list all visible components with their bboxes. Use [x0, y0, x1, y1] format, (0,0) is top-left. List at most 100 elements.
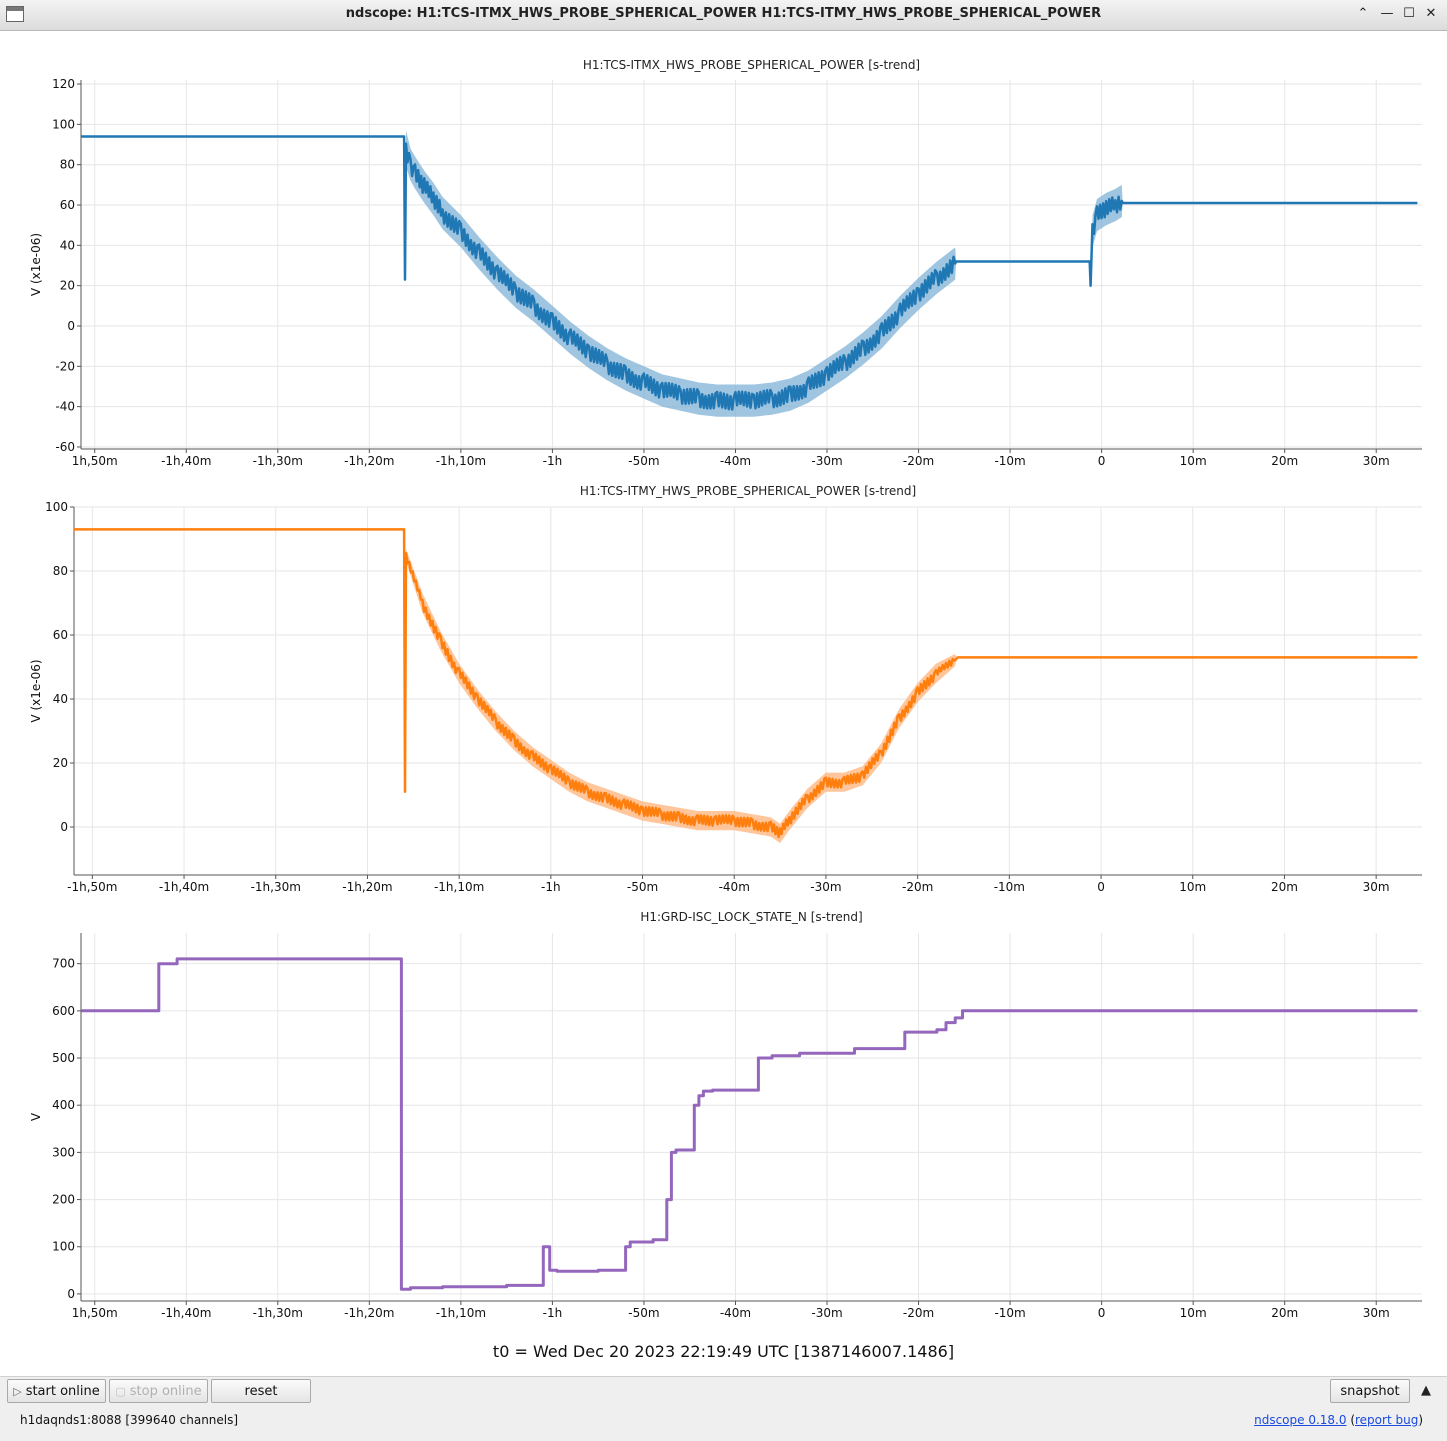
- stop-icon: ▢: [115, 1385, 126, 1398]
- guardian-xtick-label: -40m: [720, 1306, 751, 1320]
- guardian-ytick-label: 100: [52, 1240, 75, 1254]
- itmx-xtick-label: -20m: [903, 454, 934, 468]
- itmy-y-axis-label: V (x1e-06): [29, 659, 43, 722]
- plots-canvas[interactable]: 1h,50m -1h,40m -1h,30m -1h,20m -1h,10m -1h -50…: [6, 31, 1440, 1341]
- itmx-ytick-label: 60: [60, 198, 75, 212]
- snapshot-button[interactable]: snapshot: [1330, 1379, 1410, 1403]
- itmx-minmax-band: [81, 130, 1418, 417]
- window-title: ndscope: H1:TCS-ITMX_HWS_PROBE_SPHERICAL…: [345, 6, 1102, 21]
- snapshot-label: snapshot: [1340, 1384, 1400, 1399]
- itmx-xtick-label: -50m: [628, 454, 659, 468]
- minimize-icon[interactable]: —: [1380, 6, 1394, 21]
- paren-open: (: [1346, 1413, 1355, 1427]
- itmy-ytick-label: 20: [53, 756, 68, 770]
- reset-button[interactable]: reset: [211, 1379, 311, 1403]
- itmx-ytick-label: 100: [52, 117, 75, 131]
- stop-online-label: stop online: [129, 1384, 202, 1399]
- guardian-plot: 1h,50m -1h,40m -1h,30m -1h,20m -1h,10m -1h -50…: [29, 910, 1422, 1320]
- itmx-ytick-label: -40: [55, 400, 75, 414]
- toolbar: ▷ start online ▢ stop online reset snapsho…: [0, 1376, 1447, 1441]
- stop-online-button: ▢ stop online: [109, 1379, 208, 1403]
- guardian-ytick-label: 400: [52, 1098, 75, 1112]
- itmx-xtick-label: -1h,30m: [253, 454, 303, 468]
- shade-icon[interactable]: ⌃: [1357, 6, 1369, 21]
- itmy-xtick-label: -1h,50m: [67, 880, 117, 894]
- itmy-xtick-label: -50m: [627, 880, 658, 894]
- guardian-xtick-label: -30m: [811, 1306, 842, 1320]
- itmx-xtick-label: 20m: [1271, 454, 1298, 468]
- guardian-series-line: [81, 957, 1418, 1291]
- itmx-ytick-label: 40: [60, 238, 75, 252]
- play-icon: ▷: [13, 1385, 22, 1398]
- app-window-icon: [6, 6, 24, 22]
- guardian-xtick-label: 0: [1098, 1306, 1106, 1320]
- plot-area: 1h,50m -1h,40m -1h,30m -1h,20m -1h,10m -1h -50…: [6, 31, 1440, 1374]
- itmx-xtick-label: -1h,10m: [436, 454, 486, 468]
- itmx-xtick-label: -1h,40m: [161, 454, 211, 468]
- itmy-ytick-label: 100: [45, 500, 68, 514]
- itmy-xtick-label: -1h,20m: [342, 880, 392, 894]
- itmy-xtick-label: -1h,40m: [159, 880, 209, 894]
- itmx-xtick-label: -1h,20m: [344, 454, 394, 468]
- itmy-ytick-label: 0: [60, 820, 68, 834]
- itmx-ytick-label: 120: [52, 77, 75, 91]
- itmy-xtick-label: -20m: [902, 880, 933, 894]
- itmy-xtick-label: 20m: [1271, 880, 1298, 894]
- version-link[interactable]: ndscope 0.18.0: [1254, 1413, 1347, 1427]
- start-online-label: start online: [25, 1384, 100, 1399]
- guardian-y-axis-label: V: [29, 1112, 43, 1121]
- itmy-xtick-label: -1h,10m: [434, 880, 484, 894]
- itmx-xtick-label: 30m: [1363, 454, 1390, 468]
- itmy-xtick-label: -40m: [719, 880, 750, 894]
- itmy-plot: -1h,50m -1h,40m -1h,30m -1h,20m -1h,10m -1h -5…: [29, 484, 1422, 894]
- itmy-ytick-label: 40: [53, 692, 68, 706]
- start-online-button[interactable]: ▷ start online: [7, 1379, 106, 1403]
- guardian-xtick-label: 20m: [1271, 1306, 1298, 1320]
- version-info: ndscope 0.18.0 (report bug): [1254, 1413, 1423, 1427]
- itmx-ytick-label: -20: [55, 359, 75, 373]
- guardian-xtick-label: 30m: [1363, 1306, 1390, 1320]
- guardian-xtick-label: -50m: [628, 1306, 659, 1320]
- guardian-xtick-label: 10m: [1180, 1306, 1207, 1320]
- guardian-xtick-label: -1h,30m: [253, 1306, 303, 1320]
- itmx-ytick-label: 0: [67, 319, 75, 333]
- itmx-y-axis-label: V (x1e-06): [29, 233, 43, 296]
- guardian-ytick-label: 600: [52, 1004, 75, 1018]
- itmx-ytick-label: 80: [60, 158, 75, 172]
- report-bug-link[interactable]: report bug: [1355, 1413, 1419, 1427]
- guardian-ytick-label: 0: [67, 1287, 75, 1301]
- guardian-xtick-label: 1h,50m: [72, 1306, 118, 1320]
- guardian-ytick-label: 200: [52, 1193, 75, 1207]
- itmx-xtick-label: 0: [1098, 454, 1106, 468]
- itmx-plot: 1h,50m -1h,40m -1h,30m -1h,20m -1h,10m -1h -50…: [29, 58, 1422, 468]
- itmx-xtick-label: 1h,50m: [72, 454, 118, 468]
- guardian-xtick-label: -1h,10m: [436, 1306, 486, 1320]
- guardian-xtick-label: -1h: [543, 1306, 563, 1320]
- close-icon[interactable]: ✕: [1425, 6, 1437, 21]
- itmx-xtick-label: -40m: [720, 454, 751, 468]
- itmx-xtick-label: -1h: [543, 454, 563, 468]
- itmx-xtick-label: -30m: [811, 454, 842, 468]
- itmy-xtick-label: -10m: [994, 880, 1025, 894]
- guardian-xtick-label: -1h,20m: [344, 1306, 394, 1320]
- itmy-plot-title: H1:TCS-ITMY_HWS_PROBE_SPHERICAL_POWER [s…: [580, 484, 916, 498]
- itmx-xtick-label: 10m: [1180, 454, 1207, 468]
- guardian-xtick-label: -10m: [994, 1306, 1025, 1320]
- guardian-ytick-label: 300: [52, 1145, 75, 1159]
- itmx-plot-title: H1:TCS-ITMX_HWS_PROBE_SPHERICAL_POWER [s…: [583, 58, 920, 72]
- itmy-xtick-label: -1h: [541, 880, 561, 894]
- itmx-ytick-label: 20: [60, 279, 75, 293]
- guardian-xtick-label: -1h,40m: [161, 1306, 211, 1320]
- guardian-plot-title: H1:GRD-ISC_LOCK_STATE_N [s-trend]: [640, 910, 862, 924]
- guardian-ytick-label: 700: [52, 957, 75, 971]
- itmx-xtick-label: -10m: [994, 454, 1025, 468]
- t0-label: t0 = Wed Dec 20 2023 22:19:49 UTC [13871…: [492, 1342, 955, 1361]
- itmy-xtick-label: -1h,30m: [251, 880, 301, 894]
- itmy-ytick-label: 60: [53, 628, 68, 642]
- itmy-ytick-label: 80: [53, 564, 68, 578]
- reset-label: reset: [244, 1384, 278, 1399]
- itmx-ytick-label: -60: [55, 440, 75, 454]
- server-status: h1daqnds1:8088 [399640 channels]: [20, 1413, 239, 1427]
- triangle-up-icon[interactable]: ▲: [1421, 1383, 1431, 1398]
- maximize-icon[interactable]: ☐: [1403, 6, 1415, 21]
